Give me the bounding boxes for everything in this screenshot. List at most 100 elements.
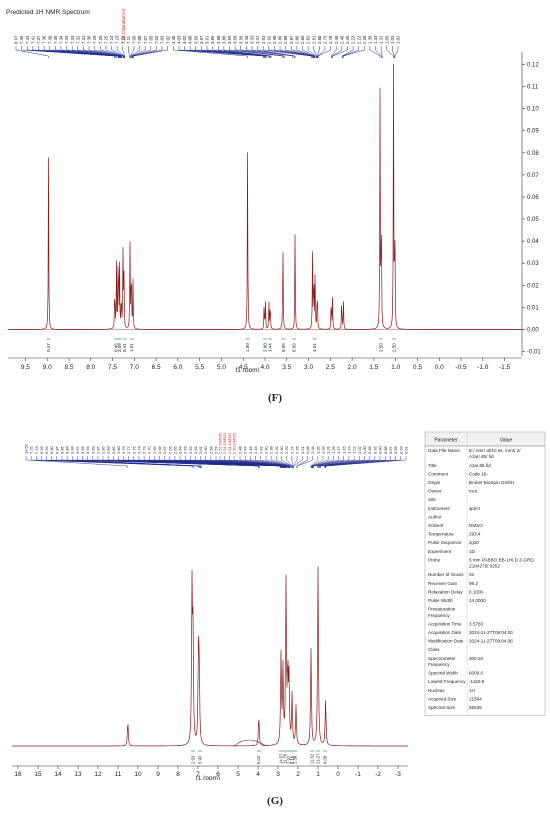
- table-value: -1150.9: [469, 679, 485, 684]
- peak-label: 2.90: [272, 35, 277, 44]
- integral-value: 0.99: [292, 343, 297, 352]
- peak-label: 2.82: [306, 35, 311, 44]
- peak-label: 1.00: [362, 445, 367, 454]
- solvent-label: 2.52 DMSO: [218, 433, 223, 454]
- peak-label: 3.31: [255, 35, 260, 44]
- integral-value: 2.93: [190, 755, 195, 764]
- peak-label: 0.65: [393, 445, 398, 454]
- peak-label-connector: [265, 456, 291, 468]
- table-value: 99.2: [469, 581, 478, 586]
- integral-value: 4.01: [312, 343, 317, 352]
- peak-label-connector: [291, 456, 293, 468]
- peak-label: 2.79: [323, 35, 328, 44]
- caption-f: (F): [267, 392, 283, 404]
- peak-label: 2.20: [362, 35, 367, 44]
- x-tick-label: 9: [156, 771, 160, 778]
- peak-label: 3.98: [70, 445, 75, 454]
- peak-label: 2.87: [95, 445, 100, 454]
- table-param: Owner: [428, 489, 442, 494]
- solvent-label: 2.51 DMSO: [227, 433, 232, 454]
- integral-value: 14.07: [278, 753, 283, 764]
- peak-label: 2.38: [269, 445, 274, 454]
- table-param: Title: [428, 463, 437, 468]
- peak-label-connector: [122, 46, 125, 58]
- peak-label-connector: [324, 456, 391, 468]
- peak-label-connector: [223, 46, 272, 58]
- x-tick-label: 5: [236, 771, 240, 778]
- peak-label: 2.75: [131, 445, 136, 454]
- solvent-label: 2.51 DMSO: [222, 433, 227, 454]
- peak-label: 3.36: [244, 35, 249, 44]
- x-tick-label: -1.5: [499, 364, 511, 371]
- x-tick-label: 15: [34, 771, 42, 778]
- x-tick-label: 3: [276, 771, 280, 778]
- nmr-chart-g: 10.51 7.25 7.23 6.96 6.92 6.90 6.87 6.85 6.84 3.9…: [12, 431, 546, 782]
- peak-label-connector: [274, 46, 314, 58]
- table-header-value: Value: [500, 438, 513, 444]
- x-tick-label: 3.0: [304, 364, 313, 371]
- peak-label: 10.51: [24, 443, 29, 454]
- peak-label: 1.05: [384, 35, 389, 44]
- peak-label: 2.68: [157, 445, 162, 454]
- peak-label: 2.65: [172, 445, 177, 454]
- peak-label-connector: [234, 46, 284, 58]
- peak-label: 7.05: [148, 35, 153, 44]
- x-tick-label: 10: [134, 771, 142, 778]
- peak-label: 2.73: [142, 445, 147, 454]
- y-tick-label: 0.06: [527, 195, 539, 201]
- peak-label: 2.30: [279, 445, 284, 454]
- peak-label-connector: [100, 46, 124, 58]
- peak-label: 2.62: [193, 445, 198, 454]
- table-param: Author: [428, 514, 442, 519]
- peak-label: 2.57: [214, 445, 219, 454]
- table-value: E:/ nmr/ 3010 ss. /nmr/ 2/: [469, 448, 521, 453]
- peak-label: 2.45: [345, 35, 350, 44]
- table-value: 32: [469, 572, 475, 577]
- table-param: Data File Name: [428, 448, 460, 453]
- peak-label: 3.89: [210, 35, 215, 44]
- peak-label-connector: [87, 456, 260, 468]
- peak-label-connector: [25, 456, 129, 468]
- peak-label: 7.08: [137, 35, 142, 44]
- peak-label-connector: [257, 46, 296, 58]
- x-tick-label: 2.0: [348, 364, 357, 371]
- peak-label-connector: [312, 456, 350, 468]
- peak-label: 0.67: [388, 445, 393, 454]
- integral-value: 1.44: [267, 343, 272, 352]
- integral-value: 6.16: [289, 755, 294, 764]
- peak-label: 2.78: [328, 35, 333, 44]
- peak-label: 3.95: [80, 445, 85, 454]
- x-tick-label: 4.0: [260, 364, 269, 371]
- table-param: Comment: [428, 471, 449, 476]
- peak-label: 1.24: [346, 445, 351, 454]
- peak-label: 2.88: [283, 35, 288, 44]
- x-tick-label: 4: [256, 771, 260, 778]
- peak-label: 7.31: [81, 35, 86, 44]
- peak-label: 7.36: [47, 35, 52, 44]
- peak-label: 2.06: [305, 445, 310, 454]
- peak-label: 2.85: [101, 445, 106, 454]
- peak-label: 2.29: [284, 445, 289, 454]
- peak-label: 6.87: [54, 445, 59, 454]
- y-tick-label: 0.10: [527, 107, 539, 113]
- peak-label: 7.22: [120, 35, 125, 44]
- peak-label: 2.60: [203, 445, 208, 454]
- table-param: Spectral Width: [428, 671, 458, 676]
- peak-label: 1.29: [331, 445, 336, 454]
- peak-label: 1.22: [352, 445, 357, 454]
- peak-label-connector: [49, 46, 119, 58]
- peak-label-connector: [317, 46, 331, 58]
- peak-label: 2.47: [243, 445, 248, 454]
- peak-label: 2.58: [208, 445, 213, 454]
- table-value: Azar.65.fid: [469, 463, 491, 468]
- table-value: 1H: [469, 688, 475, 693]
- peak-label: 2.74: [136, 445, 141, 454]
- y-tick-label: 0.07: [527, 173, 539, 179]
- peak-label: 1.31: [379, 35, 384, 44]
- peak-label-connector: [317, 456, 360, 468]
- peak-label-connector: [311, 456, 324, 468]
- peak-label: 2.93: [261, 35, 266, 44]
- peak-label: 6.96: [39, 445, 44, 454]
- x-tick-label: 1.5: [369, 364, 378, 371]
- table-value: 1D: [469, 549, 476, 554]
